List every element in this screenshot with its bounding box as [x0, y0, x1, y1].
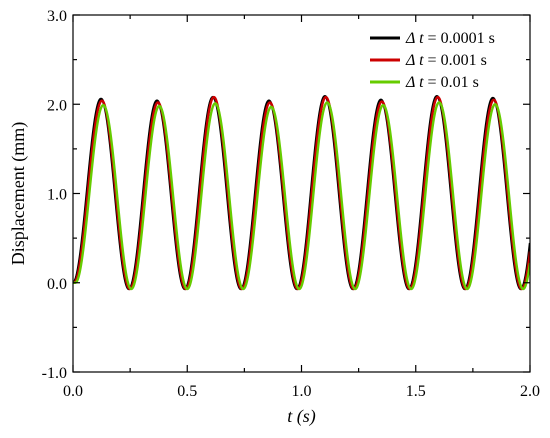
- y-tick-label: 0.0: [47, 276, 67, 293]
- series-line-2: [73, 101, 530, 291]
- legend-label-0: Δ t = 0.0001 s: [405, 30, 495, 47]
- y-tick-label: -1.0: [42, 365, 67, 382]
- legend-label-1: Δ t = 0.001 s: [405, 52, 487, 69]
- x-axis-title-var: t: [287, 406, 297, 426]
- ticks-layer: [72, 14, 531, 373]
- x-tick-label: 0.0: [63, 383, 83, 400]
- y-axis-title: Displacement (mm): [8, 122, 29, 265]
- x-axis-title-unit: (s): [297, 406, 316, 427]
- x-axis-title: t (s): [287, 406, 316, 427]
- x-tick-label: 1.5: [406, 383, 426, 400]
- y-tick-label: 1.0: [47, 187, 67, 204]
- series-layer: [73, 95, 530, 291]
- legend: Δ t = 0.0001 s Δ t = 0.001 s Δ t = 0.01 s: [370, 30, 495, 91]
- legend-label-2: Δ t = 0.01 s: [405, 74, 479, 91]
- x-tick-label: 0.5: [177, 383, 197, 400]
- y-tick-label: 2.0: [47, 97, 67, 114]
- y-tick-label: 3.0: [47, 8, 67, 25]
- x-tick-label: 1.0: [292, 383, 312, 400]
- series-line-0: [73, 95, 530, 291]
- series-line-1: [73, 95, 530, 291]
- tick-labels-layer: 0.0 0.5 1.0 1.5 2.0-1.00.01.02.03.0: [42, 8, 540, 400]
- x-tick-label: 2.0: [520, 383, 540, 400]
